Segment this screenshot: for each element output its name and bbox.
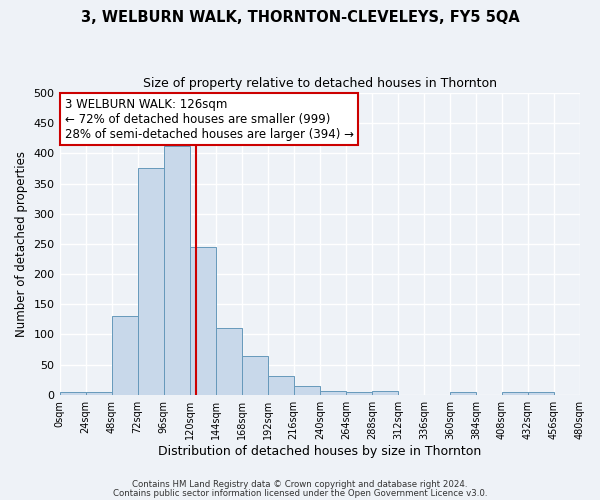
Y-axis label: Number of detached properties: Number of detached properties [15,151,28,337]
Bar [164,146,190,395]
Bar [112,316,137,395]
Text: Contains HM Land Registry data © Crown copyright and database right 2024.: Contains HM Land Registry data © Crown c… [132,480,468,489]
Bar [502,392,528,395]
Bar [268,376,294,395]
Text: Contains public sector information licensed under the Open Government Licence v3: Contains public sector information licen… [113,489,487,498]
Bar [294,386,320,395]
Bar [190,247,215,395]
Title: Size of property relative to detached houses in Thornton: Size of property relative to detached ho… [143,78,497,90]
Bar [215,328,242,395]
Bar [528,392,554,395]
Bar [242,356,268,395]
Bar [346,392,372,395]
Bar [86,392,112,395]
Bar [450,392,476,395]
X-axis label: Distribution of detached houses by size in Thornton: Distribution of detached houses by size … [158,444,481,458]
Bar [59,392,86,395]
Bar [372,391,398,395]
Text: 3 WELBURN WALK: 126sqm
← 72% of detached houses are smaller (999)
28% of semi-de: 3 WELBURN WALK: 126sqm ← 72% of detached… [65,98,354,140]
Bar [137,168,164,395]
Text: 3, WELBURN WALK, THORNTON-CLEVELEYS, FY5 5QA: 3, WELBURN WALK, THORNTON-CLEVELEYS, FY5… [80,10,520,25]
Bar [320,390,346,395]
